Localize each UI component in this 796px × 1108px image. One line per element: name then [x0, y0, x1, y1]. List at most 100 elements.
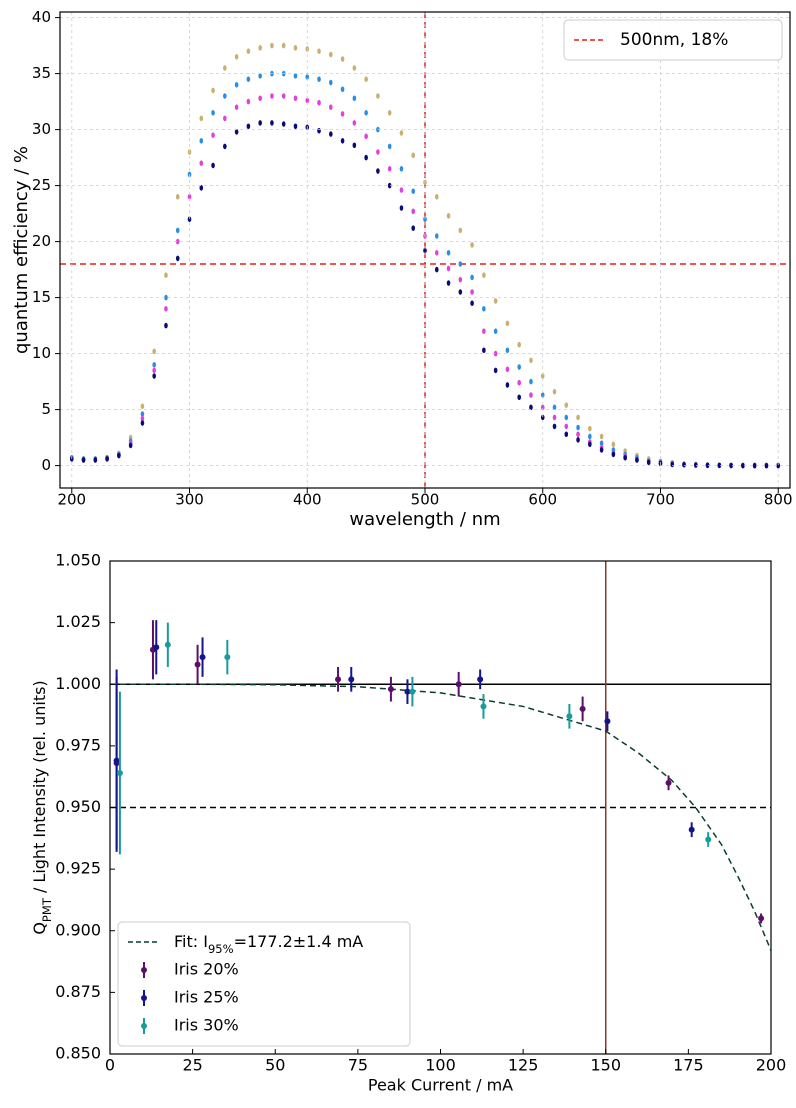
data-point — [635, 457, 639, 463]
y-axis-label: QPMT / Light Intensity (rel. units) — [30, 680, 54, 934]
data-point — [588, 425, 592, 432]
y-tick-label: 0.900 — [55, 920, 101, 939]
data-point — [493, 298, 498, 304]
data-point — [729, 462, 733, 469]
data-point — [340, 86, 345, 93]
data-point — [446, 250, 451, 256]
data-point — [128, 442, 133, 449]
data-point — [234, 54, 239, 60]
data-point — [246, 123, 251, 130]
y-tick-label: 0.950 — [55, 797, 101, 816]
y-tick-label: 5 — [41, 400, 51, 418]
data-point — [411, 225, 416, 231]
x-tick-label: 75 — [348, 1056, 368, 1075]
data-point — [317, 48, 321, 54]
data-point — [246, 98, 251, 105]
data-point — [199, 160, 204, 166]
x-tick-label: 100 — [425, 1056, 456, 1075]
data-point — [258, 120, 262, 126]
data-point — [564, 402, 569, 408]
data-point — [455, 681, 462, 688]
data-point — [293, 73, 298, 79]
legend-swatch — [141, 995, 147, 1001]
data-point — [364, 154, 368, 161]
data-point — [694, 462, 698, 468]
data-point — [505, 382, 510, 388]
x-tick-label: 150 — [590, 1056, 621, 1075]
legend-label: Iris 25% — [174, 988, 239, 1007]
data-point — [140, 420, 145, 426]
data-point — [517, 341, 521, 348]
data-point — [117, 452, 121, 459]
data-point — [234, 104, 239, 110]
data-point — [387, 166, 392, 172]
y-tick-label: 1.050 — [55, 551, 101, 570]
y-tick-label: 40 — [32, 8, 51, 26]
data-point — [758, 915, 765, 922]
y-tick-label: 35 — [32, 64, 51, 82]
data-point — [611, 451, 616, 458]
data-point — [399, 166, 404, 172]
data-point — [211, 132, 215, 138]
data-point — [564, 431, 569, 438]
data-point — [93, 457, 98, 463]
legend-label: Iris 30% — [174, 1016, 239, 1035]
data-point — [564, 414, 569, 421]
legend-label: 500nm, 18% — [620, 30, 728, 50]
data-point — [576, 431, 580, 438]
data-point — [305, 97, 310, 104]
data-point — [246, 48, 251, 54]
data-point — [211, 110, 215, 116]
data-point — [194, 661, 201, 668]
plot-frame — [59, 11, 791, 489]
data-point — [246, 76, 251, 82]
y-axis-label-part: Q — [30, 922, 49, 935]
data-point — [399, 187, 404, 193]
data-point — [470, 274, 474, 281]
data-point — [329, 131, 333, 137]
data-point — [258, 95, 262, 102]
data-point — [140, 411, 145, 417]
data-point — [376, 93, 380, 99]
y-tick-label: 0 — [41, 456, 51, 474]
data-point — [152, 348, 156, 355]
data-point — [482, 306, 486, 312]
data-point — [140, 403, 145, 410]
plot-area — [110, 561, 771, 1054]
plot-frame — [109, 560, 772, 1055]
data-point — [505, 320, 510, 327]
data-point — [423, 247, 427, 254]
data-point — [517, 364, 521, 370]
data-point — [411, 208, 416, 215]
data-point — [458, 276, 463, 283]
data-point — [423, 216, 427, 222]
data-point — [646, 459, 651, 466]
data-point — [411, 188, 416, 194]
legend-label-part: Fit: I — [174, 932, 208, 951]
x-axis-label: Peak Current / mA — [368, 1076, 513, 1095]
data-point — [409, 688, 416, 695]
y-tick-label: 0.850 — [55, 1044, 101, 1063]
x-tick-label: 600 — [528, 491, 557, 509]
data-point — [552, 388, 557, 395]
data-point — [105, 456, 109, 462]
data-point — [113, 757, 120, 764]
data-point — [305, 74, 310, 80]
data-point — [164, 306, 168, 312]
data-point — [152, 362, 156, 368]
data-point — [199, 654, 206, 661]
data-point — [340, 111, 345, 117]
data-point — [705, 462, 710, 469]
data-point — [199, 185, 204, 191]
data-point — [293, 45, 298, 51]
data-point — [211, 87, 215, 94]
y-axis-label-part: PMT — [40, 897, 54, 922]
data-point — [335, 676, 342, 683]
x-tick-label: 400 — [293, 491, 322, 509]
y-tick-label: 0.975 — [55, 735, 101, 754]
data-point — [446, 213, 451, 219]
data-point — [434, 266, 439, 273]
data-point — [552, 423, 557, 430]
data-point — [376, 149, 380, 155]
data-point — [411, 152, 416, 159]
